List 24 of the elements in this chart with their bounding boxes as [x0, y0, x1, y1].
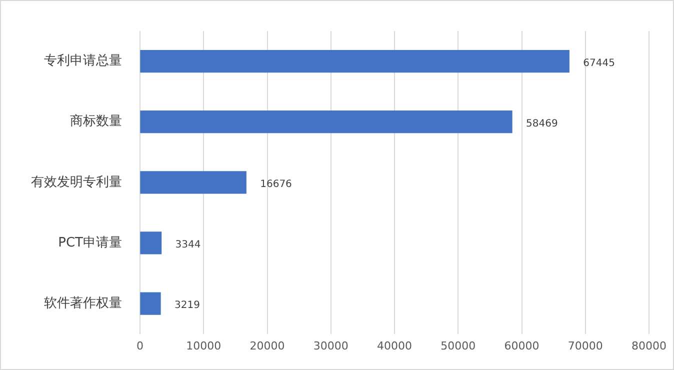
x-tick-label: 70000 — [568, 339, 603, 352]
data-label: 3344 — [175, 240, 201, 251]
bar — [140, 50, 570, 73]
bar — [140, 292, 161, 315]
x-tick-label: 10000 — [186, 339, 222, 352]
x-tick-label: 20000 — [250, 339, 285, 352]
x-tick-label: 60000 — [504, 339, 540, 352]
y-tick-label: 有效发明专利量 — [31, 174, 122, 190]
bar — [140, 110, 512, 134]
bar — [140, 171, 246, 194]
data-label: 16676 — [260, 178, 292, 190]
x-tick-label: 40000 — [377, 339, 412, 352]
data-label: 3219 — [174, 300, 200, 312]
x-tick-label: 80000 — [632, 339, 666, 352]
x-tick-label: 50000 — [440, 339, 476, 352]
y-tick-label: 专利申请总量 — [44, 54, 122, 69]
bar — [140, 232, 162, 254]
x-tick-label: 0 — [136, 339, 144, 352]
y-tick-label: PCT申请量 — [58, 235, 122, 250]
x-tick-label: 30000 — [313, 339, 348, 352]
y-tick-label: 商标数量 — [70, 114, 122, 130]
y-tick-label: 软件著作权量 — [44, 296, 122, 311]
data-label: 67445 — [583, 58, 615, 69]
data-label: 58469 — [526, 118, 558, 130]
